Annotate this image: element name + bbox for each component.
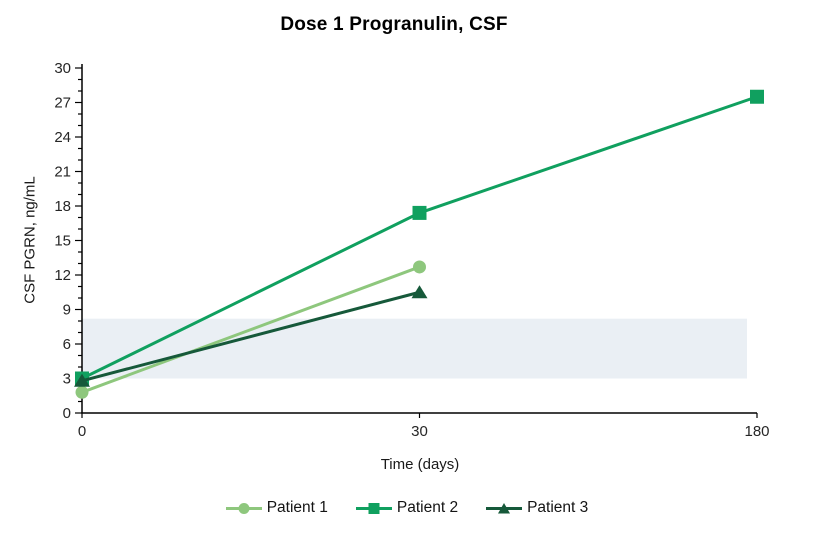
series-line [81, 265, 421, 394]
svg-text:15: 15 [54, 233, 71, 250]
reference-band [82, 318, 747, 379]
svg-text:30: 30 [54, 60, 71, 77]
legend-label: Patient 1 [266, 499, 328, 516]
svg-text:9: 9 [63, 302, 71, 319]
y-tick-labels: 0 3 6 9 12 15 18 21 24 27 30 [54, 60, 71, 422]
y-ticks [75, 67, 82, 414]
legend-item-patient-2: Patient 2 [355, 499, 459, 517]
legend-label: Patient 2 [396, 499, 459, 516]
legend-item-patient-1: Patient 1 [225, 499, 328, 517]
x-ticks [81, 413, 758, 418]
legend-label: Patient 3 [527, 499, 589, 516]
chart-title: Dose 1 Progranulin, CSF [280, 14, 508, 35]
series-patient-1 [75, 260, 426, 399]
svg-text:27: 27 [54, 95, 71, 112]
x-axis-title: Time (days) [380, 456, 460, 473]
svg-text:12: 12 [54, 267, 71, 284]
svg-text:21: 21 [54, 164, 71, 181]
series-line [81, 290, 420, 383]
legend-item-patient-3: Patient 3 [486, 499, 588, 517]
svg-text:18: 18 [54, 198, 71, 215]
svg-text:180: 180 [744, 423, 769, 440]
legend: Patient 1 Patient 2 Patient 3 [0, 499, 814, 517]
svg-text:3: 3 [63, 371, 71, 388]
series-patient-3 [74, 285, 428, 387]
circle-marker-icon [225, 502, 262, 514]
svg-text:24: 24 [54, 129, 71, 146]
x-tick-labels: 0 30 180 [78, 423, 770, 440]
svg-text:30: 30 [411, 423, 428, 440]
svg-text:0: 0 [78, 423, 86, 440]
square-marker-icon [355, 502, 392, 514]
triangle-marker-icon [486, 502, 523, 513]
svg-text:6: 6 [63, 336, 71, 353]
svg-text:0: 0 [63, 405, 71, 422]
